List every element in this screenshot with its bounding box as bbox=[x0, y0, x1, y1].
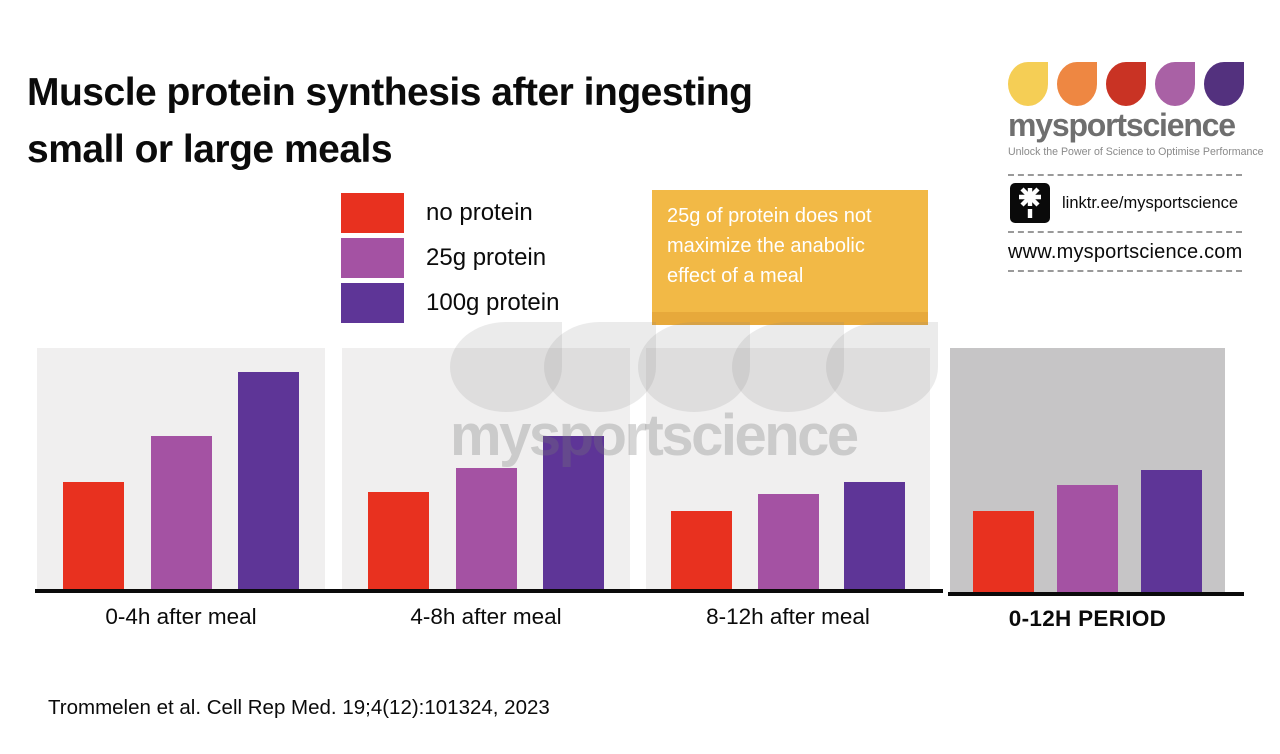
website-url: www.mysportscience.com bbox=[1008, 241, 1243, 263]
petal-icon bbox=[1204, 62, 1244, 106]
divider bbox=[1008, 270, 1242, 272]
bar-no-protein bbox=[368, 492, 430, 592]
brand-petals-logo bbox=[1008, 62, 1244, 106]
bar-100g-protein bbox=[843, 482, 905, 592]
chart-panel-8-12h bbox=[646, 348, 930, 592]
callout-box: 25g of protein does not maximize the ana… bbox=[652, 190, 928, 325]
x-axis-line bbox=[35, 589, 943, 593]
petal-icon bbox=[1057, 62, 1097, 106]
divider bbox=[1008, 174, 1242, 176]
bar-100g-protein bbox=[542, 436, 604, 592]
legend-swatch bbox=[341, 238, 404, 278]
linktree-row: linktr.ee/mysportscience bbox=[1010, 183, 1238, 223]
bar-100g-protein bbox=[1141, 470, 1202, 592]
brand-name: mysportscience bbox=[1008, 107, 1236, 143]
brand-tagline: Unlock the Power of Science to Optimise … bbox=[1008, 146, 1264, 158]
page-title-line1: Muscle protein synthesis after ingesting bbox=[27, 71, 753, 114]
petal-icon bbox=[1008, 62, 1048, 106]
legend-item: no protein bbox=[341, 193, 559, 233]
chart-legend: no protein 25g protein 100g protein bbox=[341, 193, 559, 323]
legend-label: no protein bbox=[426, 199, 533, 226]
page-title: Muscle protein synthesis after ingesting… bbox=[27, 64, 753, 179]
bar-group bbox=[342, 348, 630, 592]
petal-icon bbox=[1106, 62, 1146, 106]
bar-no-protein bbox=[671, 511, 733, 592]
linktree-url: linktr.ee/mysportscience bbox=[1062, 193, 1239, 212]
linktree-asterisk-icon bbox=[1010, 183, 1050, 223]
citation-text: Trommelen et al. Cell Rep Med. 19;4(12):… bbox=[48, 696, 550, 719]
bar-no-protein bbox=[63, 482, 125, 592]
axis-label-0-4h: 0-4h after meal bbox=[105, 604, 257, 629]
brand-block: mysportscience Unlock the Power of Scien… bbox=[1008, 62, 1264, 277]
bar-25g-protein bbox=[455, 468, 517, 592]
legend-item: 100g protein bbox=[341, 283, 559, 323]
axis-label-8-12h: 8-12h after meal bbox=[706, 604, 870, 629]
chart-panel-4-8h bbox=[342, 348, 630, 592]
legend-label: 25g protein bbox=[426, 244, 547, 271]
x-axis-line-right bbox=[948, 592, 1244, 596]
bar-100g-protein bbox=[237, 372, 299, 592]
chart-panel-0-12h bbox=[950, 348, 1225, 592]
axis-label-4-8h: 4-8h after meal bbox=[410, 604, 562, 629]
bar-25g-protein bbox=[1057, 485, 1118, 592]
callout-text: 25g of protein does not maximize the ana… bbox=[667, 205, 872, 287]
chart-panel-0-4h bbox=[37, 348, 325, 592]
bar-25g-protein bbox=[757, 494, 819, 592]
bar-group bbox=[950, 348, 1225, 592]
legend-swatch bbox=[341, 283, 404, 323]
axis-label-0-12h: 0-12H PERIOD bbox=[1008, 606, 1167, 631]
bar-group bbox=[646, 348, 930, 592]
page-title-line2: small or large meals bbox=[27, 128, 393, 172]
petal-icon bbox=[1155, 62, 1195, 106]
legend-swatch bbox=[341, 193, 404, 233]
bar-group bbox=[37, 348, 325, 592]
legend-label: 100g protein bbox=[426, 289, 560, 316]
divider bbox=[1008, 231, 1242, 233]
bar-25g-protein bbox=[150, 436, 212, 592]
legend-item: 25g protein bbox=[341, 238, 559, 278]
bar-no-protein bbox=[973, 511, 1034, 592]
